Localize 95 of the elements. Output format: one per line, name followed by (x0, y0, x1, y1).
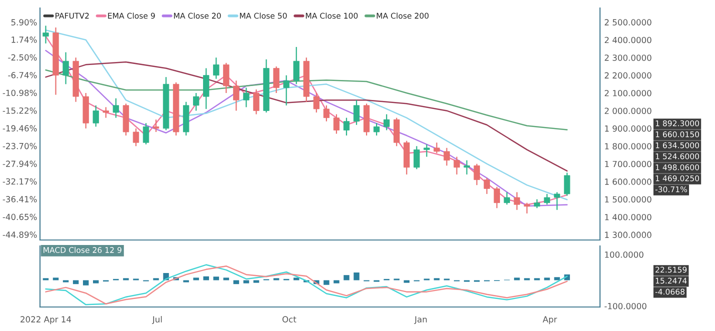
y2-tick-label: -32.17% (2, 178, 37, 185)
candlestick (333, 114, 340, 134)
x-tick-label: Jul (152, 316, 162, 324)
y-tick-label: 2 300.0000 (604, 54, 652, 61)
candlestick (102, 106, 109, 118)
y2-tick-label: -15.22% (2, 107, 37, 114)
bar (294, 278, 300, 280)
bar (514, 278, 520, 280)
candlestick (273, 66, 280, 94)
candlestick (474, 163, 480, 186)
candlestick (434, 142, 440, 154)
y2-tick-label: -36.41% (2, 196, 37, 202)
bar (554, 277, 560, 280)
candlestick (384, 114, 390, 131)
candlestick (353, 100, 360, 126)
candlestick (193, 92, 200, 112)
candlestick (484, 177, 490, 195)
y2-tick-label: -44.89% (2, 232, 37, 238)
y2-tick-label: 1.74% (12, 36, 37, 43)
x-tick-label: Apr (542, 316, 558, 324)
candlestick (343, 117, 350, 136)
bar (324, 280, 330, 285)
bar (52, 278, 59, 280)
bar (334, 280, 340, 284)
y-tick-label: 2 500.0000 (604, 19, 652, 26)
candlestick (514, 192, 520, 210)
y2-tick-label: -27.94% (2, 160, 37, 167)
bar (213, 276, 220, 280)
candlestick (313, 92, 320, 114)
candlestick (112, 98, 119, 118)
y2-tick-label: -23.70% (2, 142, 37, 150)
x-tick-label: Jan (414, 316, 427, 324)
candlestick (524, 202, 530, 214)
bar (223, 278, 230, 280)
y2-tick-label: 5.90% (11, 19, 37, 26)
candlestick (152, 119, 160, 133)
candlestick (92, 104, 99, 128)
candlestick (132, 128, 140, 147)
candlestick (293, 46, 300, 85)
y-tick-label: -100.0000 (604, 302, 646, 310)
y-tick-label: 1 900.0000 (605, 125, 652, 132)
bar (344, 275, 350, 280)
candlestick (374, 122, 380, 136)
line-series (45, 61, 568, 172)
y-tick-label: 1 700.0000 (605, 160, 652, 168)
y-tick-label: 2 200.0000 (604, 72, 652, 79)
candlestick (444, 147, 450, 166)
candlestick (62, 52, 69, 85)
x-tick-label: 2022 Apr 14 (20, 316, 72, 324)
candlestick (554, 192, 560, 210)
candlestick (213, 57, 220, 80)
y-tick-label: 1 500.0000 (605, 196, 652, 203)
y-tick-label: 2 000.0000 (604, 108, 652, 114)
candlestick (323, 104, 330, 122)
y2-tick-label: -6.74% (8, 72, 37, 78)
y-tick-label: 1 600.0000 (605, 178, 652, 185)
bar (193, 278, 199, 280)
candlestick (42, 25, 49, 44)
y-tick-label: 1 400.0000 (605, 214, 652, 220)
candlestick (233, 80, 240, 112)
line-series (45, 69, 568, 130)
candlestick (414, 146, 420, 170)
bar (243, 280, 250, 284)
bar (354, 272, 360, 280)
candlestick (464, 160, 470, 176)
candlestick (424, 144, 430, 158)
y2-tick-label: -2.50% (8, 54, 37, 61)
x-tick-label: Oct (282, 316, 296, 322)
bar (82, 280, 89, 286)
bar (92, 280, 99, 284)
bar (72, 280, 79, 284)
candlestick (203, 68, 210, 110)
y-tick-label: 2 100.0000 (604, 90, 652, 96)
candlestick (253, 88, 260, 115)
y-tick-label: 1 800.0000 (605, 143, 652, 150)
candlestick (394, 117, 400, 147)
candlestick (283, 74, 290, 106)
bar (253, 280, 260, 283)
candlestick (223, 62, 230, 94)
y-tick-label: 1 300.0000 (605, 232, 652, 238)
y-tick-label: 100.0000 (605, 251, 644, 258)
candlestick (142, 122, 150, 145)
y-tick-label: 2 400.0000 (604, 36, 652, 44)
candlestick (454, 156, 460, 176)
y2-tick-label: -19.46% (2, 125, 37, 132)
bar (544, 278, 550, 280)
candlestick (544, 193, 550, 206)
y2-tick-label: -10.98% (2, 90, 37, 96)
candlestick (494, 186, 500, 209)
candlestick (243, 87, 250, 108)
y2-tick-label: -40.65% (2, 214, 37, 220)
candlestick (564, 172, 570, 196)
bar (404, 280, 410, 283)
bar (233, 280, 240, 284)
candlestick (504, 192, 510, 206)
